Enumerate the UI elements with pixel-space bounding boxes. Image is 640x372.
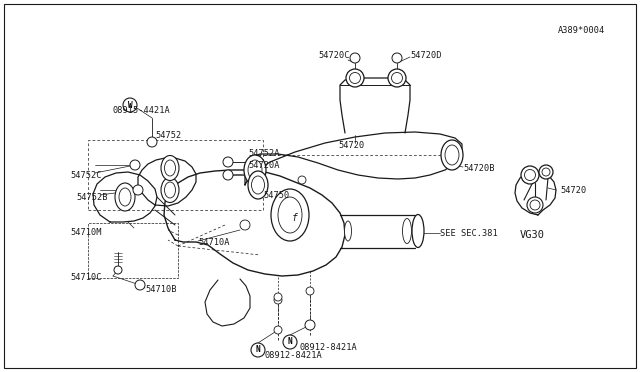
Text: 54720C: 54720C [318, 51, 349, 60]
Circle shape [274, 293, 282, 301]
Ellipse shape [403, 218, 412, 244]
Ellipse shape [349, 73, 360, 83]
Circle shape [274, 326, 282, 334]
Ellipse shape [412, 215, 424, 247]
Circle shape [133, 185, 143, 195]
Circle shape [350, 53, 360, 63]
Ellipse shape [445, 145, 459, 165]
Circle shape [298, 176, 306, 184]
Circle shape [123, 98, 137, 112]
Circle shape [240, 220, 250, 230]
Text: VG30: VG30 [520, 230, 545, 240]
Ellipse shape [388, 69, 406, 87]
Circle shape [306, 287, 314, 295]
Text: 08912-8421A: 08912-8421A [265, 352, 323, 360]
Ellipse shape [542, 168, 550, 176]
Text: 54710A: 54710A [198, 237, 230, 247]
Circle shape [114, 266, 122, 274]
Text: 54720A: 54720A [248, 160, 280, 170]
Ellipse shape [527, 197, 543, 213]
Text: A389*0004: A389*0004 [558, 26, 605, 35]
Ellipse shape [441, 140, 463, 170]
Circle shape [274, 296, 282, 304]
Text: 54752C: 54752C [70, 170, 102, 180]
Circle shape [392, 53, 402, 63]
Ellipse shape [119, 188, 131, 206]
Ellipse shape [164, 160, 175, 176]
Text: 54752A: 54752A [248, 148, 280, 157]
Ellipse shape [248, 171, 268, 199]
Text: 54710B: 54710B [145, 285, 177, 295]
Circle shape [283, 335, 297, 349]
Text: 08915-4421A: 08915-4421A [112, 106, 170, 115]
Text: 54752B: 54752B [76, 192, 108, 202]
Text: 54710C: 54710C [70, 273, 102, 282]
Text: 54720D: 54720D [410, 51, 442, 60]
Text: N: N [288, 337, 292, 346]
Circle shape [223, 157, 233, 167]
Ellipse shape [530, 200, 540, 210]
Ellipse shape [244, 155, 266, 185]
Ellipse shape [539, 165, 553, 179]
Circle shape [251, 343, 265, 357]
Circle shape [223, 170, 233, 180]
Circle shape [147, 137, 157, 147]
Text: 54720: 54720 [338, 141, 364, 150]
Ellipse shape [278, 197, 302, 233]
Ellipse shape [115, 183, 135, 211]
Circle shape [305, 320, 315, 330]
Ellipse shape [161, 155, 179, 180]
Text: N: N [256, 346, 260, 355]
Ellipse shape [248, 160, 262, 180]
Text: 54710M: 54710M [70, 228, 102, 237]
Ellipse shape [164, 182, 175, 198]
Ellipse shape [161, 177, 179, 202]
Ellipse shape [525, 170, 536, 180]
Text: 54720: 54720 [560, 186, 586, 195]
Text: 08912-8421A: 08912-8421A [300, 343, 358, 352]
Text: SEE SEC.381: SEE SEC.381 [440, 228, 498, 237]
Bar [88, 140, 263, 210]
Ellipse shape [346, 69, 364, 87]
Ellipse shape [521, 166, 539, 184]
Text: 54720B: 54720B [463, 164, 495, 173]
Circle shape [135, 280, 145, 290]
Text: 54752: 54752 [155, 131, 181, 140]
Text: f: f [292, 213, 298, 223]
Text: 54750: 54750 [263, 190, 289, 199]
Bar [88, 223, 178, 278]
Ellipse shape [271, 189, 309, 241]
Circle shape [130, 160, 140, 170]
Ellipse shape [252, 176, 264, 194]
Ellipse shape [392, 73, 403, 83]
Ellipse shape [344, 221, 351, 241]
Text: W: W [128, 100, 132, 109]
